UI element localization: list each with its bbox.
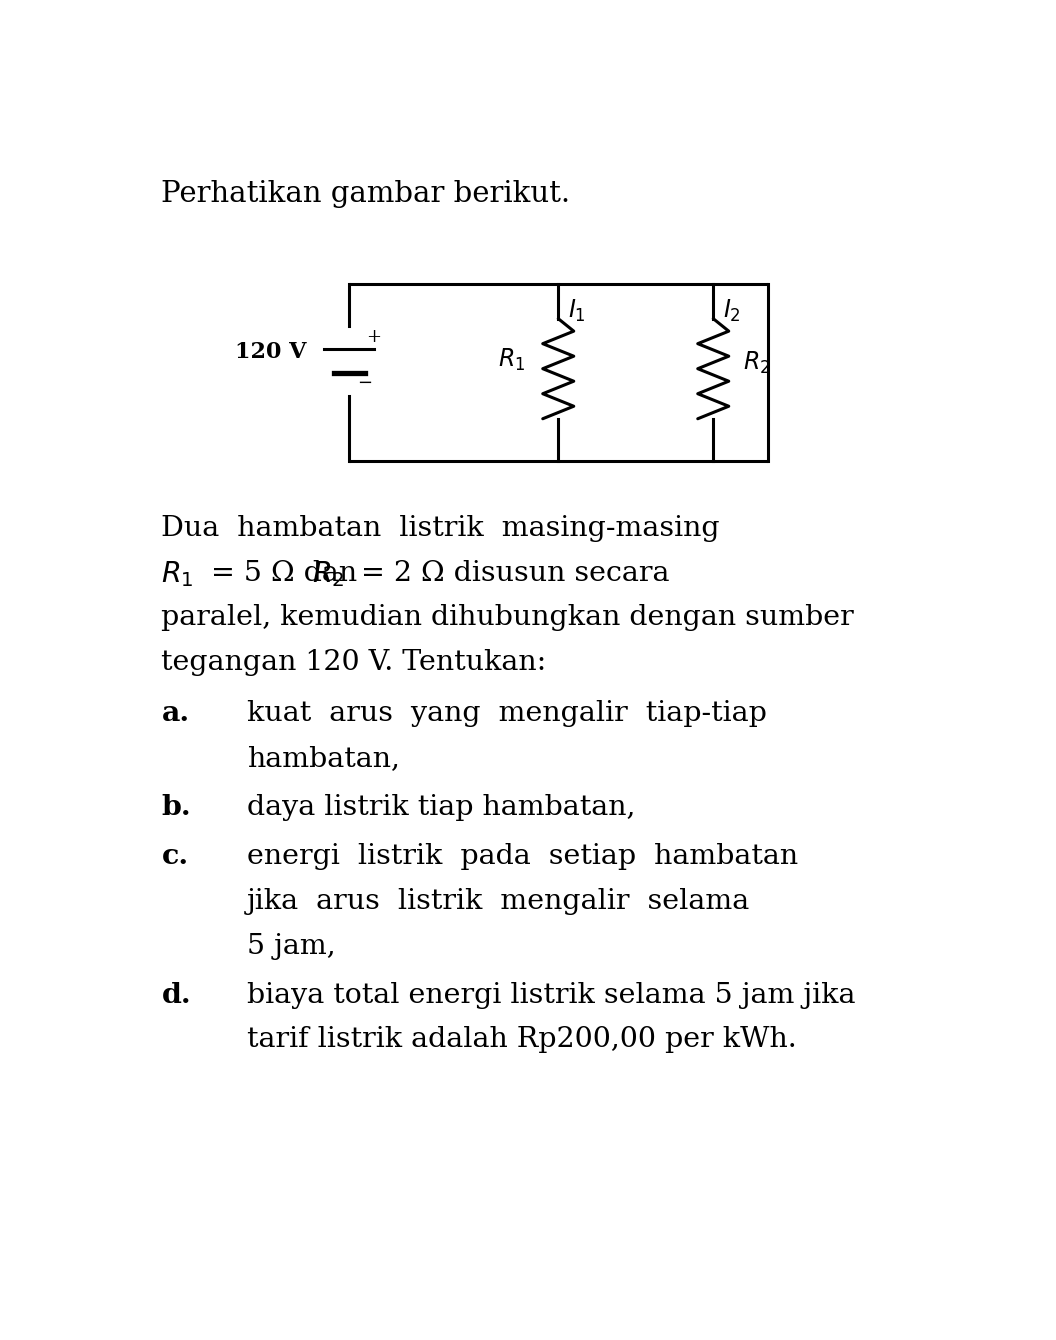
Text: daya listrik tiap hambatan,: daya listrik tiap hambatan, <box>247 795 635 821</box>
Text: = 2 Ω disusun secara: = 2 Ω disusun secara <box>352 560 670 587</box>
Text: c.: c. <box>162 843 189 870</box>
Text: tarif listrik adalah Rp200,00 per kWh.: tarif listrik adalah Rp200,00 per kWh. <box>247 1026 796 1053</box>
Text: a.: a. <box>162 701 190 728</box>
Text: = 5 Ω dan: = 5 Ω dan <box>202 560 365 587</box>
Text: d.: d. <box>162 982 191 1009</box>
Text: $R_2$: $R_2$ <box>312 560 344 590</box>
Text: biaya total energi listrik selama 5 jam jika: biaya total energi listrik selama 5 jam … <box>247 982 855 1009</box>
Text: b.: b. <box>162 795 191 821</box>
Text: $I_1$: $I_1$ <box>567 297 585 324</box>
Text: 120 V: 120 V <box>234 340 306 363</box>
Text: 5 jam,: 5 jam, <box>247 933 336 959</box>
Text: $R_2$: $R_2$ <box>742 350 770 375</box>
Text: Dua  hambatan  listrik  masing-masing: Dua hambatan listrik masing-masing <box>162 515 720 541</box>
Text: $I_2$: $I_2$ <box>722 297 740 324</box>
Text: paralel, kemudian dihubungkan dengan sumber: paralel, kemudian dihubungkan dengan sum… <box>162 604 854 631</box>
Text: tegangan 120 V. Tentukan:: tegangan 120 V. Tentukan: <box>162 649 547 675</box>
Text: Perhatikan gambar berikut.: Perhatikan gambar berikut. <box>162 180 570 208</box>
Text: hambatan,: hambatan, <box>247 745 399 772</box>
Text: $R_1$: $R_1$ <box>498 346 526 373</box>
Text: energi  listrik  pada  setiap  hambatan: energi listrik pada setiap hambatan <box>247 843 798 870</box>
Text: −: − <box>357 374 372 393</box>
Text: +: + <box>366 328 381 346</box>
Text: $R_1$: $R_1$ <box>162 560 194 590</box>
Text: kuat  arus  yang  mengalir  tiap-tiap: kuat arus yang mengalir tiap-tiap <box>247 701 767 728</box>
Text: jika  arus  listrik  mengalir  selama: jika arus listrik mengalir selama <box>247 888 750 915</box>
